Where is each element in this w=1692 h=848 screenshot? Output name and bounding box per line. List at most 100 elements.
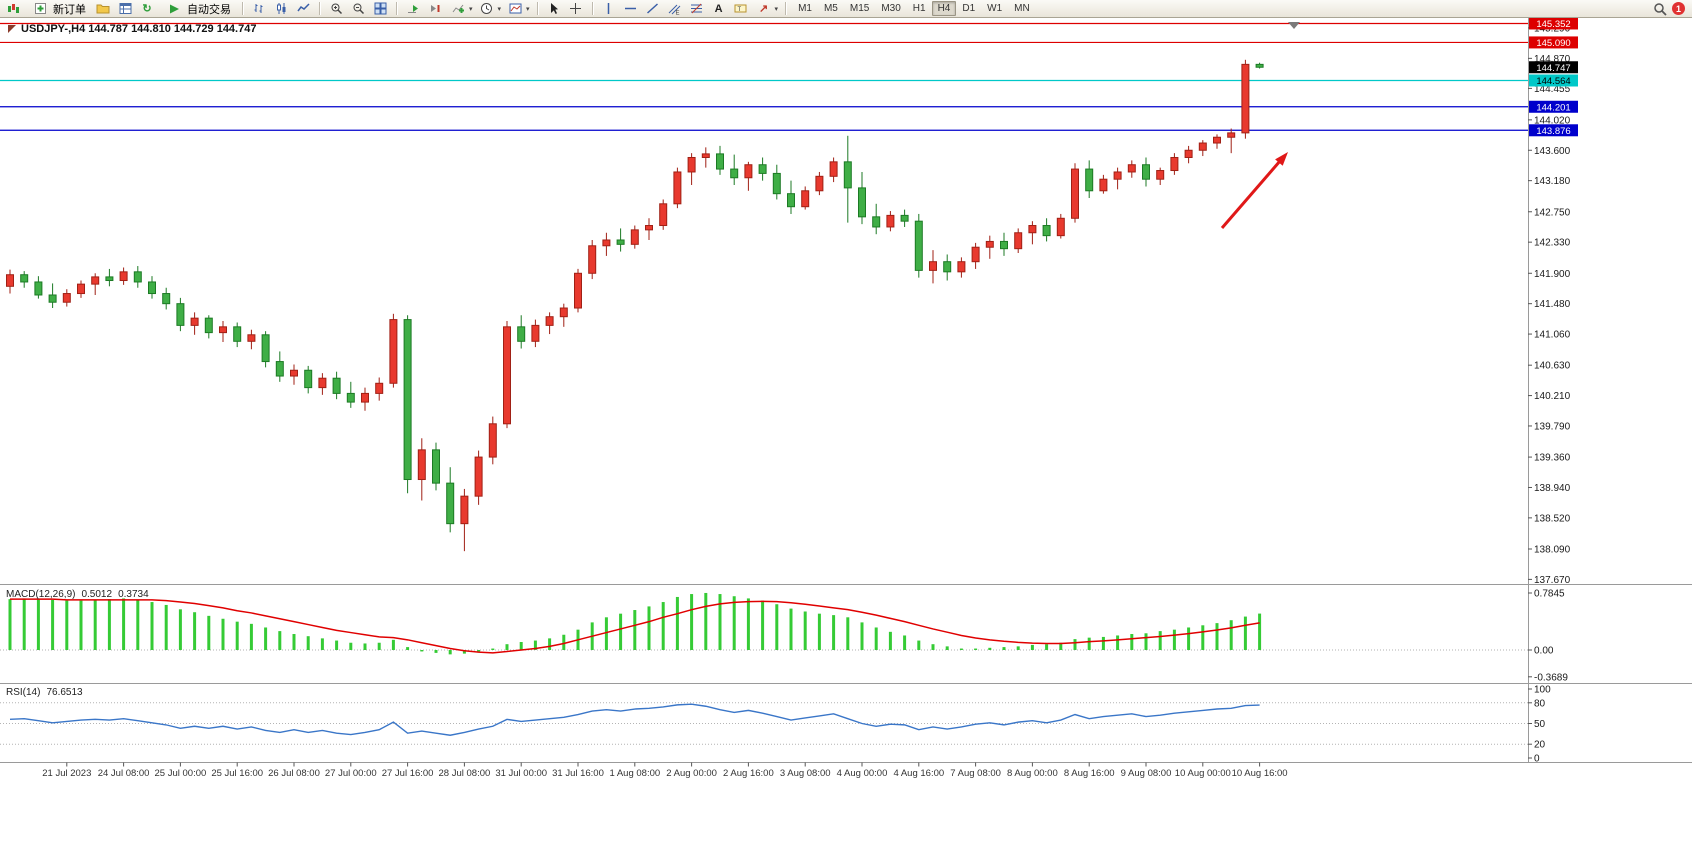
svg-text:144.020: 144.020 <box>1534 115 1571 126</box>
candlestick-chart-icon[interactable] <box>271 1 291 17</box>
timeframe-h4[interactable]: H4 <box>931 1 957 16</box>
timeframe-d1[interactable]: D1 <box>962 3 976 14</box>
chart-shift-marker[interactable] <box>1288 22 1300 29</box>
macd-main-value: 0.5012 <box>81 589 113 600</box>
macd-signal-value: 0.3734 <box>118 589 149 600</box>
arrows-menu[interactable]: ↗ ▾ <box>753 1 780 17</box>
svg-text:0: 0 <box>1534 754 1540 765</box>
indicators-menu[interactable]: ▾ <box>447 1 474 17</box>
macd-indicator-label: MACD(12,26,9) 0.5012 0.3734 <box>6 589 149 600</box>
svg-text:4 Aug 16:00: 4 Aug 16:00 <box>893 768 944 779</box>
refresh-icon[interactable]: ↻ <box>142 3 152 15</box>
svg-text:80: 80 <box>1534 698 1546 709</box>
svg-text:8 Aug 16:00: 8 Aug 16:00 <box>1064 768 1115 779</box>
new-order-button[interactable]: 新订单 <box>25 1 91 17</box>
vertical-line-icon[interactable] <box>599 1 619 17</box>
svg-text:31 Jul 00:00: 31 Jul 00:00 <box>495 768 547 779</box>
svg-text:3 Aug 08:00: 3 Aug 08:00 <box>780 768 831 779</box>
svg-text:141.480: 141.480 <box>1534 299 1571 310</box>
svg-text:144.564: 144.564 <box>1536 76 1570 87</box>
svg-text:138.520: 138.520 <box>1534 513 1571 524</box>
svg-text:141.900: 141.900 <box>1534 269 1571 280</box>
text-icon[interactable]: A <box>714 2 723 15</box>
toolbar-separator <box>591 2 593 15</box>
svg-text:139.790: 139.790 <box>1534 421 1571 432</box>
zoom-in-icon[interactable] <box>326 1 346 17</box>
svg-text:145.090: 145.090 <box>1536 38 1570 49</box>
toolbar: 新订单 ↻ 自动交易 ▾ ▾ ▾ E A T ↗ ▾ M1 M5 M15 M30 H1 H4 D1 W1 MN 1 <box>0 0 1692 18</box>
rsi-value: 76.6513 <box>46 687 83 698</box>
chevron-down-icon: ▾ <box>526 5 530 13</box>
equidistant-channel-icon[interactable]: E <box>665 1 685 17</box>
rsi-indicator-label: RSI(14) 76.6513 <box>6 687 83 698</box>
svg-text:140.210: 140.210 <box>1534 391 1571 402</box>
data-window-icon[interactable] <box>115 1 135 17</box>
svg-text:140.630: 140.630 <box>1534 361 1571 372</box>
timeframe-buttons: M1 M5 M15 M30 H1 H4 D1 W1 MN <box>792 1 1036 16</box>
zoom-out-icon[interactable] <box>348 1 368 17</box>
macd-name: MACD(12,26,9) <box>6 589 76 600</box>
horizontal-line-icon[interactable] <box>621 1 641 17</box>
text-label-icon[interactable]: T <box>731 1 751 17</box>
svg-text:20: 20 <box>1534 740 1546 751</box>
tile-windows-icon[interactable] <box>370 1 390 17</box>
fibonacci-icon[interactable] <box>687 1 707 17</box>
timeframe-m5[interactable]: M5 <box>823 3 838 14</box>
svg-text:2 Aug 16:00: 2 Aug 16:00 <box>723 768 774 779</box>
svg-text:21 Jul 2023: 21 Jul 2023 <box>42 768 91 779</box>
trend-arrow-annotation[interactable] <box>1220 152 1288 229</box>
horizontal-levels: 145.352 145.090 144.564 144.201 143.876 <box>0 17 1578 137</box>
symbol-ohlc-text: USDJPY-,H4 144.787 144.810 144.729 144.7… <box>21 23 257 35</box>
crosshair-icon[interactable] <box>566 1 586 17</box>
time-axis[interactable]: 21 Jul 2023 24 Jul 08:00 25 Jul 00:00 25 Ju… <box>42 762 1288 780</box>
svg-text:144.747: 144.747 <box>1536 63 1570 74</box>
auto-trading-icon <box>164 1 184 17</box>
timeframe-w1[interactable]: W1 <box>987 3 1003 14</box>
svg-text:27 Jul 00:00: 27 Jul 00:00 <box>325 768 377 779</box>
symbol-header: USDJPY-,H4 144.787 144.810 144.729 144.7… <box>8 23 256 35</box>
new-order-icon <box>30 1 50 17</box>
chart-shift-icon[interactable] <box>425 1 445 17</box>
svg-text:143.876: 143.876 <box>1536 126 1570 137</box>
svg-text:10 Aug 16:00: 10 Aug 16:00 <box>1232 768 1288 779</box>
svg-text:T: T <box>738 7 742 13</box>
indicators-icon <box>448 1 468 17</box>
profiles-icon[interactable] <box>93 1 113 17</box>
line-chart-icon[interactable] <box>293 1 313 17</box>
timeframe-m30[interactable]: M30 <box>881 3 901 14</box>
svg-text:25 Jul 16:00: 25 Jul 16:00 <box>211 768 263 779</box>
new-chart-icon[interactable] <box>3 1 23 17</box>
svg-text:0.7845: 0.7845 <box>1534 588 1565 599</box>
svg-text:10 Aug 00:00: 10 Aug 00:00 <box>1175 768 1231 779</box>
svg-text:26 Jul 08:00: 26 Jul 08:00 <box>268 768 320 779</box>
templates-menu[interactable]: ▾ <box>504 1 531 17</box>
search-icon[interactable] <box>1650 1 1670 17</box>
notification-badge[interactable]: 1 <box>1672 2 1685 15</box>
svg-text:143.180: 143.180 <box>1534 176 1571 187</box>
svg-text:144.455: 144.455 <box>1534 84 1571 95</box>
chevron-down-icon: ▾ <box>497 5 502 13</box>
svg-text:0.00: 0.00 <box>1534 646 1554 657</box>
svg-text:139.360: 139.360 <box>1534 453 1571 464</box>
timeframe-mn[interactable]: MN <box>1014 3 1030 14</box>
new-order-button-label: 新订单 <box>53 3 86 16</box>
timeframe-m15[interactable]: M15 <box>849 3 870 14</box>
timeframe-m1[interactable]: M1 <box>798 3 812 14</box>
periods-menu[interactable]: ▾ <box>476 1 503 17</box>
timeframe-h1[interactable]: H1 <box>912 3 926 14</box>
one-click-trading-icon[interactable] <box>8 25 16 33</box>
auto-scroll-icon[interactable] <box>403 1 423 17</box>
svg-text:E: E <box>676 11 680 16</box>
svg-text:144.201: 144.201 <box>1536 102 1570 113</box>
toolbar-separator <box>785 2 787 15</box>
clock-icon <box>477 1 497 17</box>
svg-text:138.090: 138.090 <box>1534 544 1571 555</box>
trendline-icon[interactable] <box>643 1 663 17</box>
chevron-down-icon: ▾ <box>469 5 473 13</box>
cursor-icon[interactable] <box>544 1 564 17</box>
rsi-scale: 100 80 50 20 0 <box>1528 685 1551 765</box>
bar-chart-icon[interactable] <box>249 1 269 17</box>
auto-trading-button[interactable]: 自动交易 <box>159 1 236 17</box>
svg-text:28 Jul 08:00: 28 Jul 08:00 <box>439 768 491 779</box>
